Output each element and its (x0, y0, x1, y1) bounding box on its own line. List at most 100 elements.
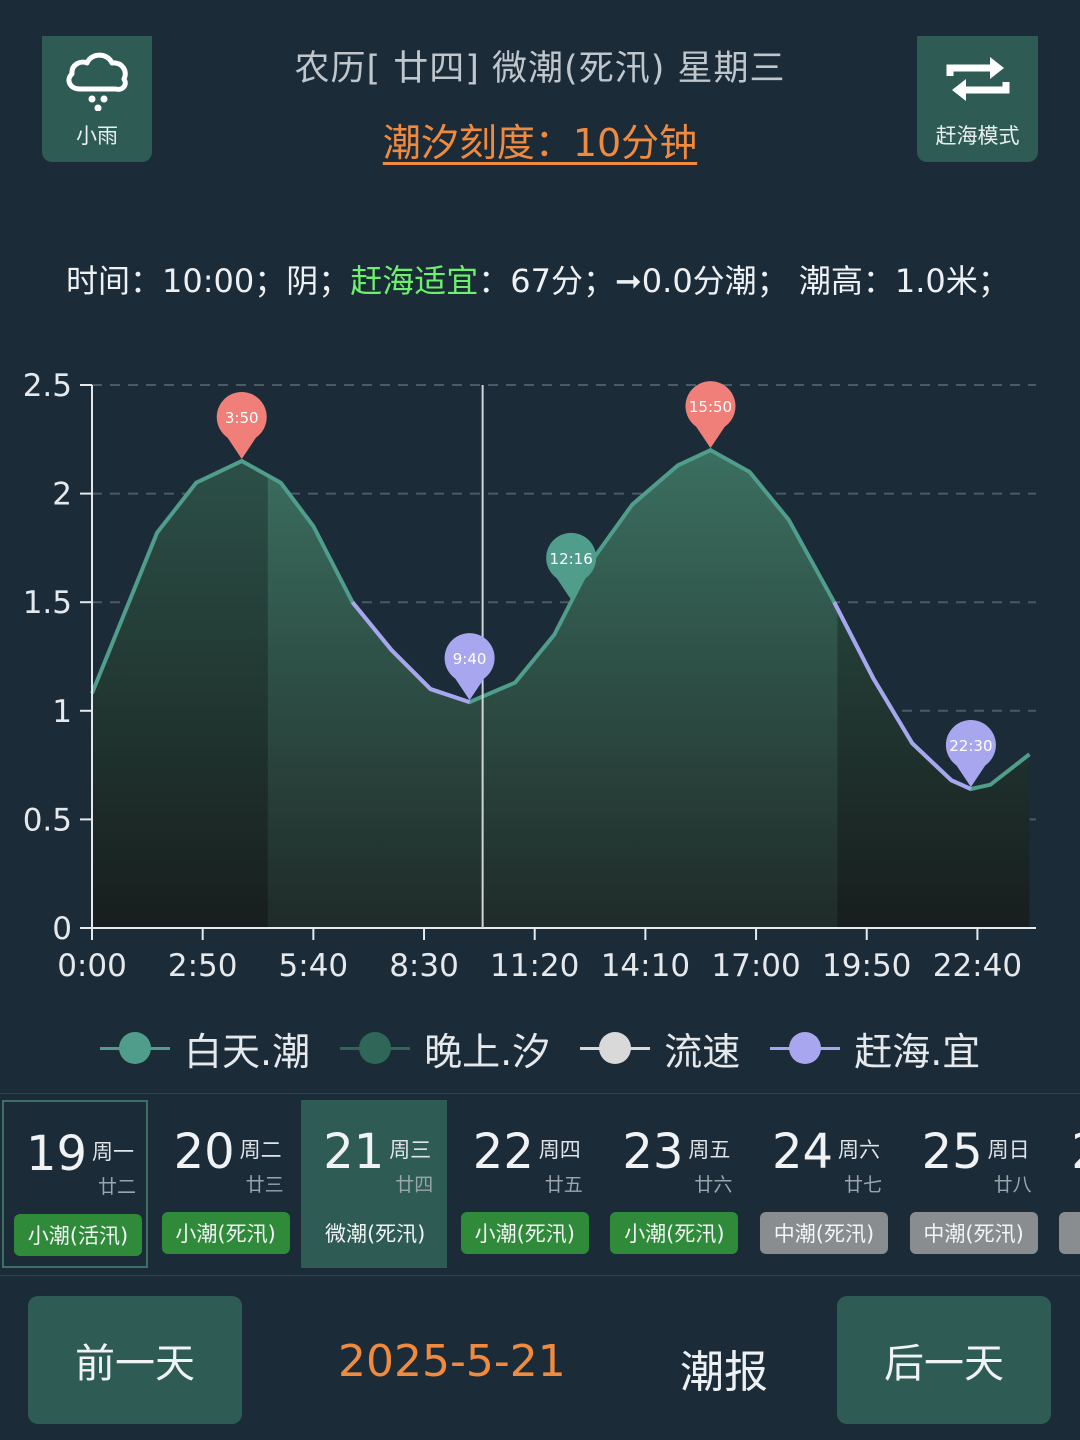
tide-chart[interactable]: 0 0.5 1 1.5 2 2.5 0:00 2:50 5:40 8:30 11:20 14:10 17… (0, 330, 1080, 1010)
divider (0, 1275, 1080, 1276)
tide-type-badge: 小潮(死汛) (460, 1212, 589, 1254)
day-number: 23 (622, 1124, 684, 1180)
y-tick-label: 0.5 (23, 802, 72, 838)
marker-label: 15:50 (689, 398, 732, 416)
day-number: 2 (1071, 1124, 1080, 1180)
day-weekday: 周三 (389, 1138, 432, 1162)
legend-marker (580, 1028, 651, 1068)
night-region (837, 450, 1030, 928)
tide-type-badge: 微潮(死汛) (324, 1222, 426, 1246)
x-tick-label: 14:10 (601, 948, 690, 984)
repeat-arrows-icon (942, 44, 1014, 114)
x-tick-label: 17:00 (711, 948, 800, 984)
day-weekday: 周一 (92, 1140, 134, 1164)
day-lunar: 廿五 (544, 1174, 583, 1196)
weather-label: 小雨 (76, 124, 118, 148)
marker-head (546, 532, 597, 583)
cloud-rain-icon (62, 44, 132, 114)
x-tick-label: 5:40 (279, 948, 349, 984)
x-tick-label: 11:20 (490, 948, 579, 984)
day-lunar: 廿三 (245, 1174, 284, 1196)
day-lunar: 廿七 (844, 1174, 883, 1196)
legend-item[interactable]: 赶海.宜 (770, 1021, 980, 1076)
tide-type-badge: 中潮(死汛) (909, 1212, 1038, 1254)
x-tick-label: 19:50 (822, 948, 911, 984)
current-date: 2025-5-21 (338, 1336, 566, 1387)
day-card-25[interactable]: 25 周日廿八中潮(死汛) (900, 1100, 1046, 1268)
tide-marker-high: 15:50 (685, 381, 736, 449)
current-conditions: 时间：10:00；阴；赶海适宜：67分；➞0.0分潮； 潮高：1.0米； (66, 256, 1066, 302)
tide-type-badge: 小潮(死汛) (610, 1212, 739, 1254)
day-card-20[interactable]: 20 周二廿三小潮(死汛) (152, 1100, 298, 1268)
x-tick-label: 2:50 (168, 948, 238, 984)
mode-label: 赶海模式 (935, 124, 1020, 148)
day-number: 22 (472, 1124, 534, 1180)
day-number: 25 (921, 1124, 983, 1180)
tide-type-badge: 中潮(死汛) (760, 1212, 888, 1254)
day-card-24[interactable]: 24 周六 廿七 中潮(死汛) (750, 1100, 896, 1268)
marker-head (945, 719, 996, 770)
next-day-button[interactable]: 后一天 (837, 1296, 1051, 1424)
marker-label: 3:50 (225, 409, 259, 427)
legend-label: 赶海.宜 (854, 1029, 981, 1074)
tide-marker-high: 3:50 (216, 392, 267, 460)
tide-scale-link[interactable]: 潮汐刻度：10分钟 (382, 121, 698, 165)
tide-report-link[interactable]: 潮报 (680, 1347, 768, 1398)
tide-type-badge: 小潮(活汛) (14, 1214, 142, 1256)
day-lunar: 廿六 (694, 1174, 733, 1196)
marker-label: 22:30 (949, 737, 992, 755)
day-number: 24 (772, 1124, 834, 1180)
tide-type-badge: 中 (1059, 1212, 1080, 1254)
legend-marker (100, 1028, 170, 1068)
marker-label: 9:40 (453, 650, 487, 668)
day-number: 21 (323, 1124, 385, 1180)
marker-head (685, 381, 736, 432)
day-card-22[interactable]: 22 周四廿五小潮(死汛) (451, 1100, 597, 1268)
legend-item[interactable]: 白天.潮 (100, 1021, 310, 1076)
day-weekday: 周四 (538, 1138, 581, 1162)
legend-marker (770, 1028, 841, 1068)
prev-day-button[interactable]: 前一天 (28, 1296, 242, 1424)
suitable-segment (350, 600, 471, 705)
day-number: 20 (173, 1124, 235, 1180)
day-card-21[interactable]: 21 周三 廿四 微潮(死汛) (301, 1100, 447, 1268)
weather-button[interactable]: 小雨 (42, 36, 152, 162)
x-tick-label: 0:00 (57, 948, 127, 984)
tide-area (92, 450, 1030, 928)
marker-label: 12:16 (550, 550, 593, 568)
tide-marker-low: 22:30 (945, 719, 996, 787)
suitable-segment (832, 601, 972, 791)
legend-item[interactable]: 晚上.汐 (340, 1021, 550, 1076)
legend-label: 流速 (664, 1029, 741, 1074)
score-height-text: ：67分；➞0.0分潮； 潮高：1.0米； (478, 262, 1010, 300)
lunar-date-title: 农历[ 廿四] 微潮(死汛) 星期三 (294, 49, 786, 89)
beachcomb-mode-button[interactable]: 赶海模式 (917, 36, 1038, 162)
day-weekday: 周日 (987, 1138, 1030, 1162)
day-weekday: 周五 (688, 1138, 731, 1162)
x-tick-label: 22:40 (933, 948, 1022, 984)
y-tick-label: 2.5 (23, 368, 72, 404)
marker-head (444, 633, 495, 684)
suitable-label: 赶海适宜 (350, 262, 479, 300)
night-region (92, 450, 268, 928)
day-weekday: 周二 (239, 1138, 282, 1162)
day-number: 19 (26, 1126, 88, 1182)
x-tick-label: 8:30 (389, 948, 459, 984)
tide-type-badge: 小潮(死汛) (161, 1212, 290, 1254)
legend-label: 白天.潮 (184, 1029, 311, 1074)
day-card-19[interactable]: 19 周一廿二小潮(活汛) (2, 1100, 148, 1268)
day-card-2[interactable]: 2中 (1049, 1100, 1080, 1268)
y-tick-label: 0 (52, 911, 72, 947)
day-card-23[interactable]: 23 周五廿六小潮(死汛) (600, 1100, 746, 1268)
legend-item[interactable]: 流速 (580, 1021, 740, 1076)
y-tick-label: 1.5 (23, 585, 72, 621)
divider (0, 1093, 1080, 1094)
day-lunar: 廿八 (993, 1174, 1032, 1196)
legend-marker (340, 1028, 411, 1068)
y-tick-label: 1 (52, 694, 72, 730)
day-lunar: 廿二 (98, 1176, 137, 1198)
y-tick-label: 2 (52, 477, 72, 513)
tide-marker-current: 12:16 (546, 532, 597, 600)
marker-head (216, 392, 267, 443)
day-selector[interactable]: 19 周一 廿二 小潮(活汛) 20 周二 廿三 小潮(死汛) 21 周三 廿四 微潮(死汛) 22 周四… (0, 1100, 1080, 1270)
